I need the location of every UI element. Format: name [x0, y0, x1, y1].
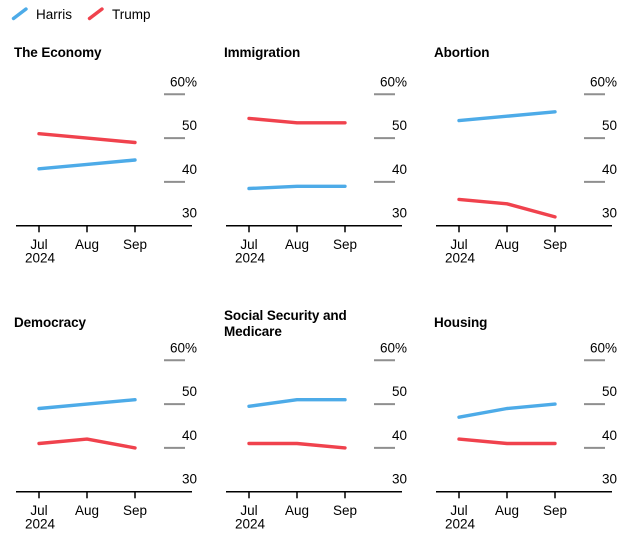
panel-social-security-and-medicare: Social Security and Medicare 30 40 50 60% Ju… [224, 306, 424, 546]
x-tick-label: Jul [450, 237, 467, 252]
x-tick-label: Aug [285, 237, 309, 252]
panel-the-economy: The Economy 30 40 50 60% Jul Aug Sep 2024 [14, 40, 214, 280]
x-tick-label: Sep [543, 503, 567, 518]
y-tick-label: 30 [602, 472, 617, 487]
x-tick-label: Aug [495, 503, 519, 518]
panel-housing: Housing 30 40 50 60% Jul Aug Sep 2024 [434, 306, 623, 546]
y-tick-label: 40 [602, 162, 617, 177]
series-line-harris [457, 110, 557, 123]
year-label: 2024 [25, 517, 56, 532]
y-tick-label: 50 [182, 118, 197, 133]
x-tick-label: Aug [495, 237, 519, 252]
panel-title: Immigration [224, 45, 301, 60]
x-tick-label: Jul [240, 503, 257, 518]
x-tick-label: Aug [285, 503, 309, 518]
x-tick-label: Jul [240, 237, 257, 252]
series-line-harris [37, 397, 137, 411]
legend: Harris Trump [10, 6, 151, 22]
panel-immigration: Immigration 30 40 50 60% Jul Aug Sep 2024 [224, 40, 424, 280]
x-tick-label: Sep [333, 237, 357, 252]
series-line-trump [247, 441, 347, 450]
x-tick-label: Sep [333, 503, 357, 518]
y-tick-label: 50 [392, 384, 407, 399]
series-line-trump [37, 131, 137, 145]
series-line-harris [247, 184, 347, 191]
chart-social-security-and-medicare: 30 40 50 60% Jul Aug Sep 2024 [226, 340, 407, 532]
chart-abortion: 30 40 50 60% Jul Aug Sep 2024 [436, 74, 617, 266]
year-label: 2024 [235, 251, 266, 266]
x-tick-label: Sep [123, 237, 147, 252]
x-tick-label: Aug [75, 503, 99, 518]
harris-line-swatch-icon [11, 7, 28, 21]
series-line-trump [247, 116, 347, 125]
series-line-trump [457, 197, 557, 219]
x-tick-label: Aug [75, 237, 99, 252]
panel-title: Democracy [14, 315, 86, 330]
year-label: 2024 [235, 517, 266, 532]
y-tick-label: 30 [392, 472, 407, 487]
series-line-harris [247, 397, 347, 409]
year-label: 2024 [445, 517, 476, 532]
x-tick-label: Sep [123, 503, 147, 518]
x-tick-label: Jul [30, 237, 47, 252]
panel-title: Housing [434, 315, 488, 330]
legend-label-trump: Trump [112, 6, 151, 22]
series-line-harris [37, 158, 137, 171]
x-tick-label: Jul [30, 503, 47, 518]
year-label: 2024 [445, 251, 476, 266]
panel-title: The Economy [14, 45, 102, 60]
y-tick-label: 40 [602, 428, 617, 443]
y-tick-label: 60% [380, 74, 407, 89]
year-label: 2024 [25, 251, 56, 266]
y-tick-label: 40 [392, 428, 407, 443]
y-tick-label: 60% [380, 340, 407, 355]
y-tick-label: 30 [602, 206, 617, 221]
legend-label-harris: Harris [36, 6, 72, 22]
chart-housing: 30 40 50 60% Jul Aug Sep 2024 [436, 340, 617, 532]
y-tick-label: 30 [182, 206, 197, 221]
y-tick-label: 30 [392, 206, 407, 221]
panel-abortion: Abortion 30 40 50 60% Jul Aug Sep 2024 [434, 40, 623, 280]
chart-immigration: 30 40 50 60% Jul Aug Sep 2024 [226, 74, 407, 266]
y-tick-label: 50 [602, 384, 617, 399]
y-tick-label: 50 [392, 118, 407, 133]
y-tick-label: 60% [170, 74, 197, 89]
chart-democracy: 30 40 50 60% Jul Aug Sep 2024 [16, 340, 197, 532]
series-line-trump [457, 437, 557, 446]
x-tick-label: Sep [543, 237, 567, 252]
series-line-trump [37, 437, 137, 450]
series-line-harris [457, 402, 557, 419]
trump-line-swatch-icon [87, 7, 104, 21]
y-tick-label: 60% [590, 74, 617, 89]
legend-item-trump: Trump [86, 6, 151, 22]
y-tick-label: 60% [590, 340, 617, 355]
legend-item-harris: Harris [10, 6, 72, 22]
panel-title: Social Security and Medicare [224, 308, 347, 339]
y-tick-label: 40 [392, 162, 407, 177]
panel-democracy: Democracy 30 40 50 60% Jul Aug Sep 2024 [14, 306, 214, 546]
y-tick-label: 40 [182, 428, 197, 443]
y-tick-label: 50 [602, 118, 617, 133]
y-tick-label: 40 [182, 162, 197, 177]
y-tick-label: 60% [170, 340, 197, 355]
panel-title: Abortion [434, 45, 490, 60]
x-tick-label: Jul [450, 503, 467, 518]
y-tick-label: 30 [182, 472, 197, 487]
chart-the-economy: 30 40 50 60% Jul Aug Sep 2024 [16, 74, 197, 266]
y-tick-label: 50 [182, 384, 197, 399]
